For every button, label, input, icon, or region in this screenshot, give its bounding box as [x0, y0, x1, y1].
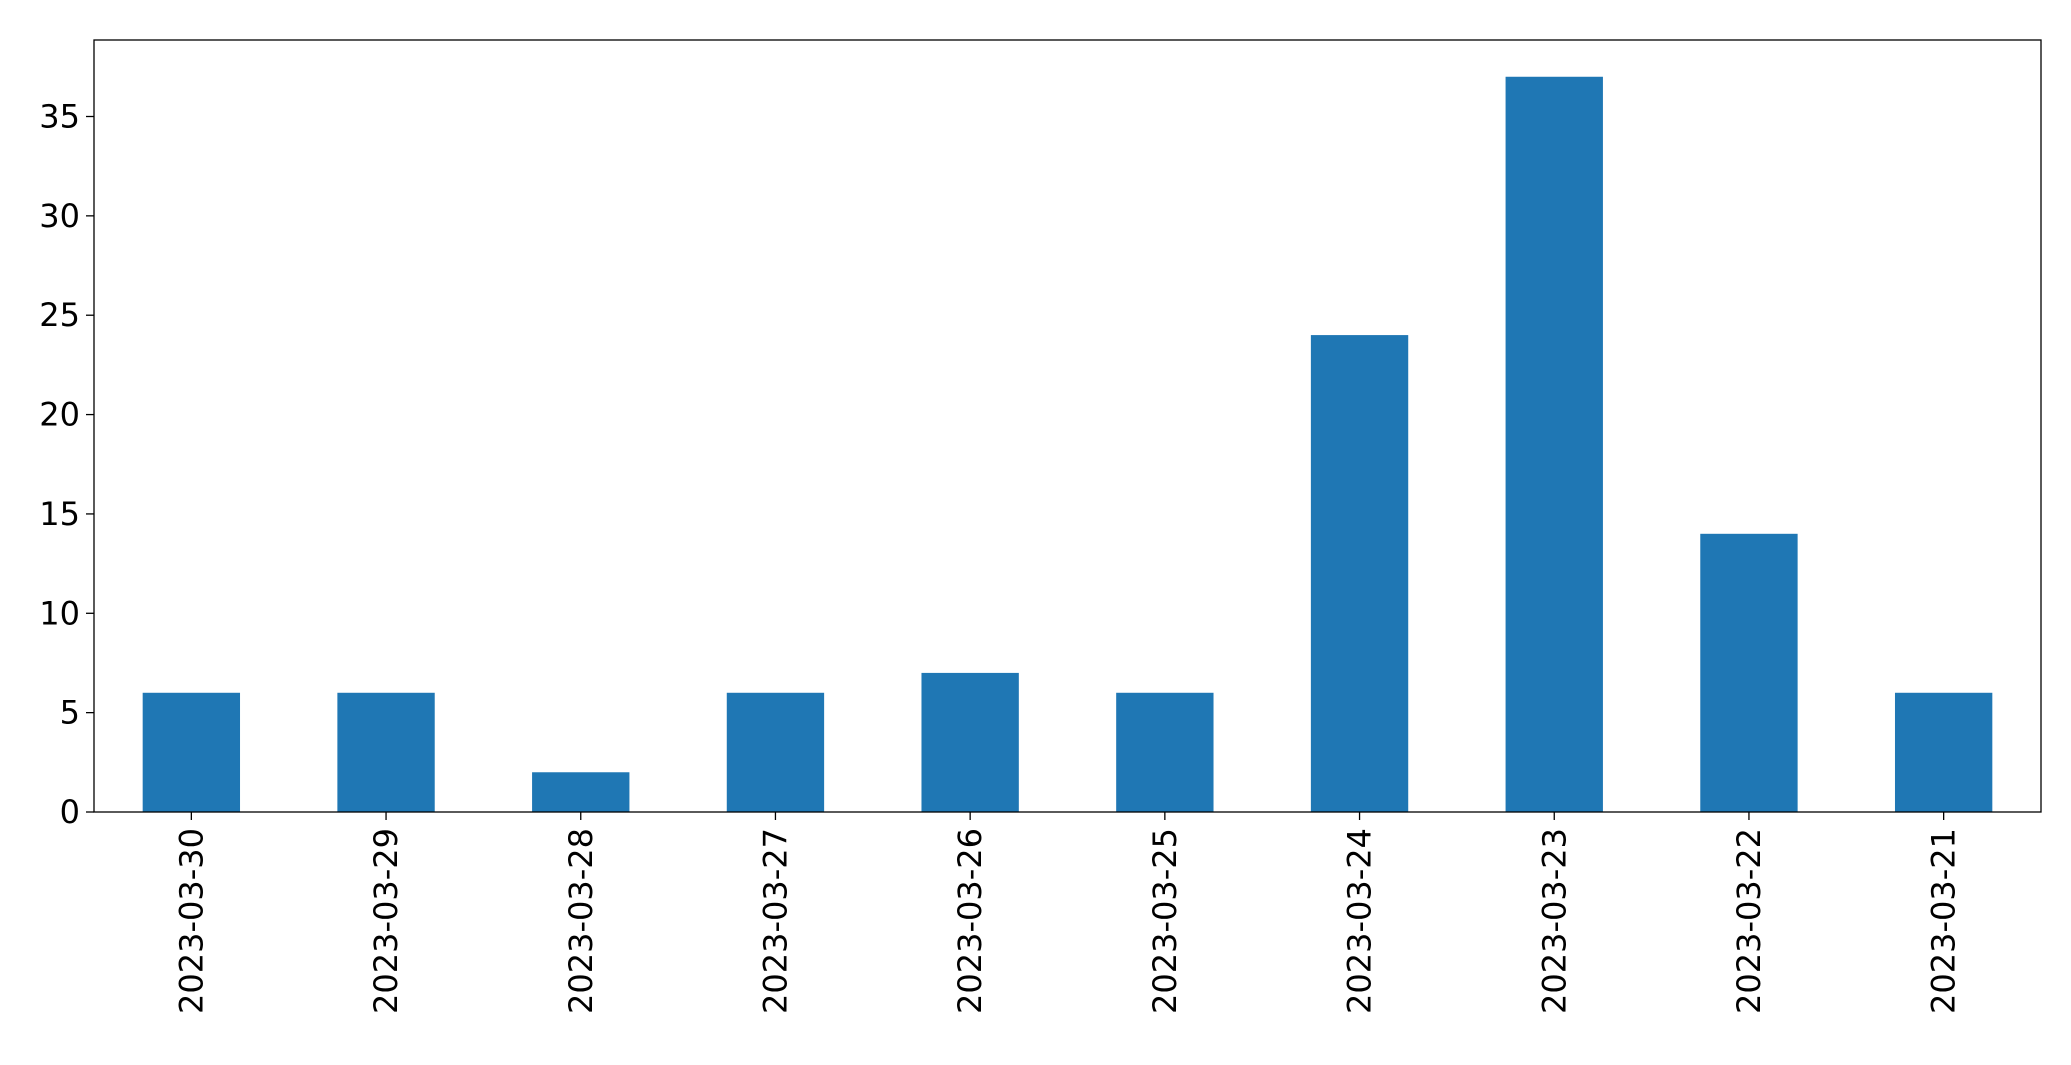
x-tick-label: 2023-03-23	[1535, 828, 1573, 1014]
bar	[142, 692, 241, 812]
y-tick-label: 10	[39, 594, 80, 632]
y-tick-label: 35	[39, 98, 80, 136]
axes-frame	[93, 39, 2042, 813]
y-tick-label: 30	[39, 197, 80, 235]
bar	[1116, 692, 1214, 812]
bar	[1894, 692, 1993, 812]
x-tick-label: 2023-03-26	[951, 828, 989, 1014]
bar	[1310, 335, 1409, 812]
y-tick-label: 15	[39, 495, 80, 533]
bar	[1700, 533, 1798, 812]
y-tick-label: 5	[60, 694, 80, 732]
y-tick-label: 25	[39, 296, 80, 334]
x-tick-label: 2023-03-29	[367, 828, 405, 1014]
x-tick-label: 2023-03-24	[1341, 828, 1379, 1014]
x-tick-label: 2023-03-27	[756, 828, 794, 1014]
bar	[532, 772, 630, 812]
bar	[726, 692, 825, 812]
x-tick-label: 2023-03-30	[172, 828, 210, 1014]
y-tick-label: 20	[39, 396, 80, 434]
bar	[921, 672, 1019, 812]
x-tick-label: 2023-03-22	[1730, 828, 1768, 1014]
y-tick-label: 0	[60, 793, 80, 831]
x-tick-label: 2023-03-21	[1925, 828, 1963, 1014]
bar	[1505, 76, 1603, 812]
x-tick-label: 2023-03-25	[1146, 828, 1184, 1014]
bar	[337, 692, 435, 812]
x-tick-label: 2023-03-28	[562, 828, 600, 1014]
